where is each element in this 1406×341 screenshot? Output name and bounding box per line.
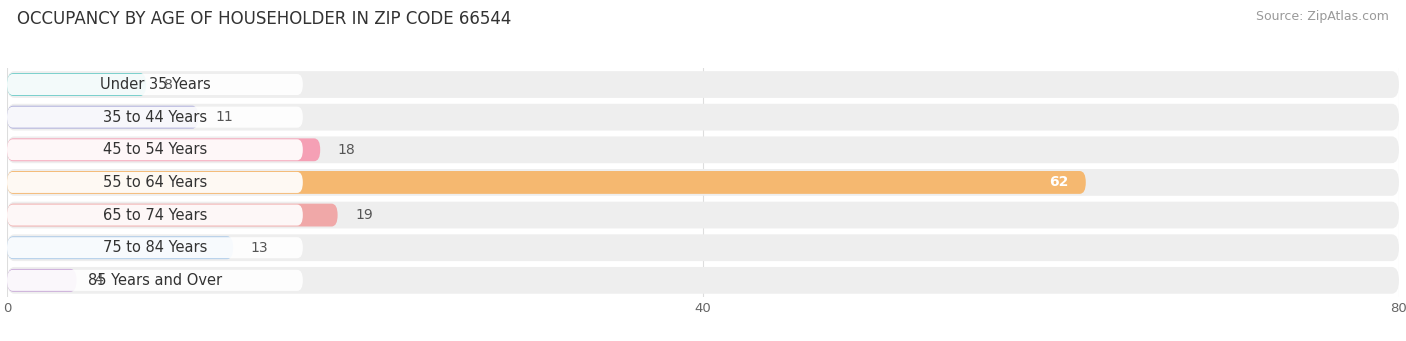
FancyBboxPatch shape — [7, 172, 302, 193]
FancyBboxPatch shape — [7, 234, 1399, 261]
FancyBboxPatch shape — [7, 139, 302, 160]
FancyBboxPatch shape — [7, 267, 1399, 294]
FancyBboxPatch shape — [7, 107, 302, 128]
Text: OCCUPANCY BY AGE OF HOUSEHOLDER IN ZIP CODE 66544: OCCUPANCY BY AGE OF HOUSEHOLDER IN ZIP C… — [17, 10, 512, 28]
Text: 65 to 74 Years: 65 to 74 Years — [103, 208, 207, 223]
Text: 45 to 54 Years: 45 to 54 Years — [103, 142, 207, 157]
FancyBboxPatch shape — [7, 138, 321, 161]
FancyBboxPatch shape — [7, 104, 1399, 131]
Text: 55 to 64 Years: 55 to 64 Years — [103, 175, 207, 190]
FancyBboxPatch shape — [7, 74, 302, 95]
Text: 13: 13 — [250, 241, 269, 255]
FancyBboxPatch shape — [7, 236, 233, 259]
Text: Under 35 Years: Under 35 Years — [100, 77, 211, 92]
FancyBboxPatch shape — [7, 73, 146, 96]
FancyBboxPatch shape — [7, 169, 1399, 196]
Text: Source: ZipAtlas.com: Source: ZipAtlas.com — [1256, 10, 1389, 23]
FancyBboxPatch shape — [7, 269, 77, 292]
FancyBboxPatch shape — [7, 171, 1085, 194]
Text: 75 to 84 Years: 75 to 84 Years — [103, 240, 207, 255]
FancyBboxPatch shape — [7, 202, 1399, 228]
Text: 18: 18 — [337, 143, 356, 157]
FancyBboxPatch shape — [7, 106, 198, 129]
FancyBboxPatch shape — [7, 270, 302, 291]
FancyBboxPatch shape — [7, 204, 337, 226]
Text: 19: 19 — [354, 208, 373, 222]
Text: 4: 4 — [94, 273, 103, 287]
FancyBboxPatch shape — [7, 71, 1399, 98]
Text: 8: 8 — [163, 77, 173, 91]
Text: 62: 62 — [1049, 175, 1069, 190]
Text: 35 to 44 Years: 35 to 44 Years — [103, 110, 207, 125]
FancyBboxPatch shape — [7, 237, 302, 258]
Text: 11: 11 — [217, 110, 233, 124]
FancyBboxPatch shape — [7, 136, 1399, 163]
Text: 85 Years and Over: 85 Years and Over — [87, 273, 222, 288]
FancyBboxPatch shape — [7, 205, 302, 226]
